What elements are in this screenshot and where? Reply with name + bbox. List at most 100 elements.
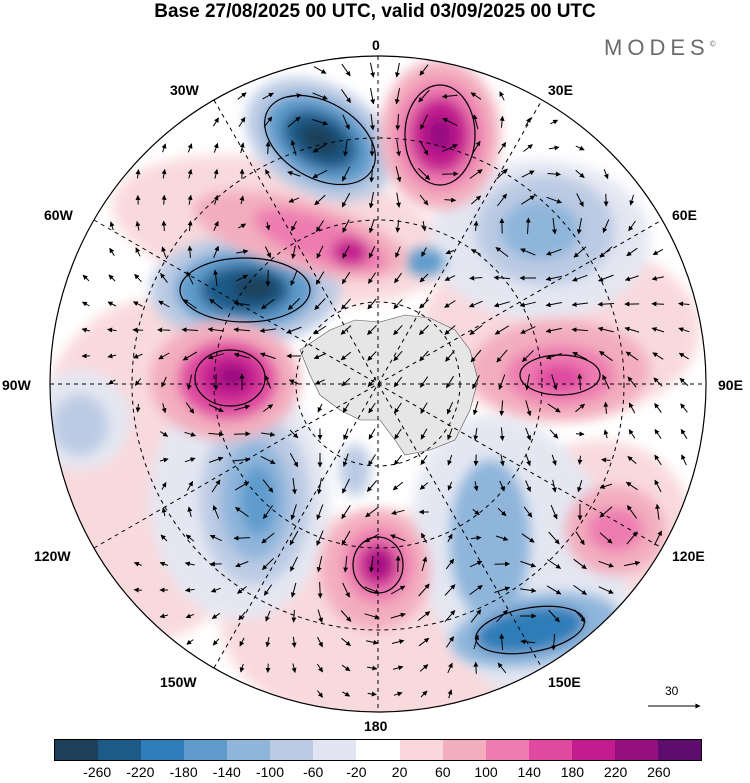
wind-vector (496, 168, 508, 180)
copyright-mark: © (709, 39, 716, 49)
wind-vector (161, 507, 167, 517)
wind-vector (419, 376, 429, 388)
wind-vector (233, 352, 250, 359)
wind-vector (390, 534, 406, 542)
wind-vector (472, 375, 480, 390)
wind-vector (159, 561, 169, 567)
wind-vector (572, 274, 588, 282)
wind-vector (390, 585, 406, 595)
wind-vector (368, 219, 375, 234)
colorbar-tick-label: 100 (474, 764, 498, 780)
wind-vector (341, 298, 351, 310)
colorbar-tick-label: -60 (303, 764, 324, 780)
colorbar-tick-label: 60 (435, 764, 451, 780)
wind-vector (548, 145, 560, 151)
wind-vector (316, 504, 324, 520)
wind-vector (107, 327, 117, 333)
wind-vector (186, 639, 194, 645)
wind-vector (470, 609, 482, 623)
wind-vector (161, 143, 167, 153)
wind-vector (182, 351, 198, 361)
wind-vector (340, 89, 352, 104)
wind-vector (419, 299, 429, 309)
colorbar-tick-label: -20 (346, 764, 367, 780)
wind-vector (444, 610, 456, 622)
wind-vector (577, 373, 583, 391)
wind-vector (497, 662, 507, 674)
wind-vector (135, 247, 141, 257)
wind-vector (341, 271, 351, 285)
wind-vector (545, 275, 562, 282)
wind-vector (499, 427, 505, 441)
wind-vector (82, 274, 90, 282)
wind-vector (187, 220, 193, 232)
wind-vector (260, 455, 276, 465)
wind-vector (525, 480, 531, 492)
colorbar-swatch (571, 740, 615, 760)
wind-vector (420, 690, 428, 698)
wind-vector (678, 352, 689, 360)
wind-vector (340, 610, 352, 622)
colorbar-tick-label: -100 (255, 764, 285, 780)
lon-label-150e: 150E (548, 674, 581, 690)
wind-vector (209, 298, 223, 310)
wind-vector (262, 505, 274, 520)
wind-vector (444, 300, 456, 308)
wind-vector (472, 508, 480, 516)
wind-vector (259, 352, 276, 360)
wind-vector (236, 274, 249, 282)
colorbar-swatch (442, 740, 486, 760)
wind-vector (134, 378, 142, 386)
colorbar-swatch (657, 740, 701, 760)
wind-vector (520, 326, 536, 334)
wind-vector (342, 691, 351, 697)
lon-label-30w: 30W (170, 82, 199, 98)
wind-vector (186, 480, 194, 491)
wind-vector (603, 429, 609, 439)
wind-vector (314, 298, 326, 310)
streamlines (179, 84, 601, 655)
wind-vector (468, 300, 483, 308)
wind-vector (470, 349, 482, 363)
wind-vector (628, 429, 636, 439)
wind-vector (158, 352, 170, 360)
wind-vector (499, 480, 505, 492)
wind-vector (522, 349, 534, 363)
wind-vector (419, 273, 429, 283)
wind-vector (469, 324, 483, 336)
wind-vector (213, 195, 219, 205)
wind-vector (420, 532, 428, 544)
wind-vector (680, 403, 688, 413)
wind-vector (445, 558, 455, 570)
wind-vector (133, 587, 142, 593)
wind-vector (420, 428, 428, 440)
colorbar-swatch (227, 740, 271, 760)
wind-vector (599, 246, 613, 258)
wind-vector (265, 169, 271, 179)
wind-vector (81, 327, 91, 333)
wind-vector (470, 92, 482, 100)
wind-vector (546, 248, 562, 256)
wind-vector (368, 402, 376, 414)
wind-vector (133, 561, 142, 567)
wind-vector (238, 223, 247, 229)
wind-vector (341, 505, 351, 520)
wind-vector (444, 197, 457, 203)
wind-vector (521, 195, 536, 205)
wind-vector (626, 505, 638, 519)
wind-vector (654, 479, 662, 493)
graticule (50, 56, 706, 712)
wind-vector (603, 169, 609, 180)
wind-vector (441, 93, 458, 99)
wind-vector (340, 351, 352, 361)
wind-vector (421, 221, 427, 232)
wind-vector (572, 351, 588, 361)
wind-vector (187, 245, 193, 258)
wind-vector (369, 556, 375, 573)
wind-vector (340, 325, 352, 335)
wind-vector (132, 301, 143, 307)
wind-vector (81, 301, 90, 307)
wind-vector (317, 636, 323, 648)
wind-vector (499, 633, 505, 651)
wind-vector (109, 247, 115, 257)
